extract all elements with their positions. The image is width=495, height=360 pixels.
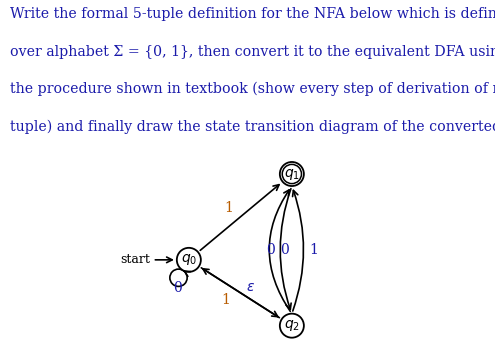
Text: 0: 0: [266, 243, 275, 257]
Text: Write the formal 5-tuple definition for the NFA below which is defined: Write the formal 5-tuple definition for …: [10, 7, 495, 21]
Text: 0: 0: [173, 281, 182, 295]
Text: the procedure shown in textbook (show every step of derivation of new 5-: the procedure shown in textbook (show ev…: [10, 82, 495, 96]
Circle shape: [280, 314, 304, 338]
Circle shape: [280, 162, 304, 186]
Text: $q_2$: $q_2$: [284, 318, 300, 333]
Text: tuple) and finally draw the state transition diagram of the converted DFA.: tuple) and finally draw the state transi…: [10, 120, 495, 134]
Circle shape: [177, 248, 201, 272]
Text: 0: 0: [280, 243, 289, 257]
Text: over alphabet Σ = {0, 1}, then convert it to the equivalent DFA using: over alphabet Σ = {0, 1}, then convert i…: [10, 45, 495, 59]
Text: start: start: [121, 253, 150, 266]
Text: 1: 1: [224, 201, 233, 215]
Text: 1: 1: [222, 293, 231, 307]
Text: $q_0$: $q_0$: [181, 252, 197, 267]
Text: 1: 1: [309, 243, 318, 257]
Text: $\epsilon$: $\epsilon$: [246, 280, 255, 294]
Text: $q_1$: $q_1$: [284, 166, 300, 181]
